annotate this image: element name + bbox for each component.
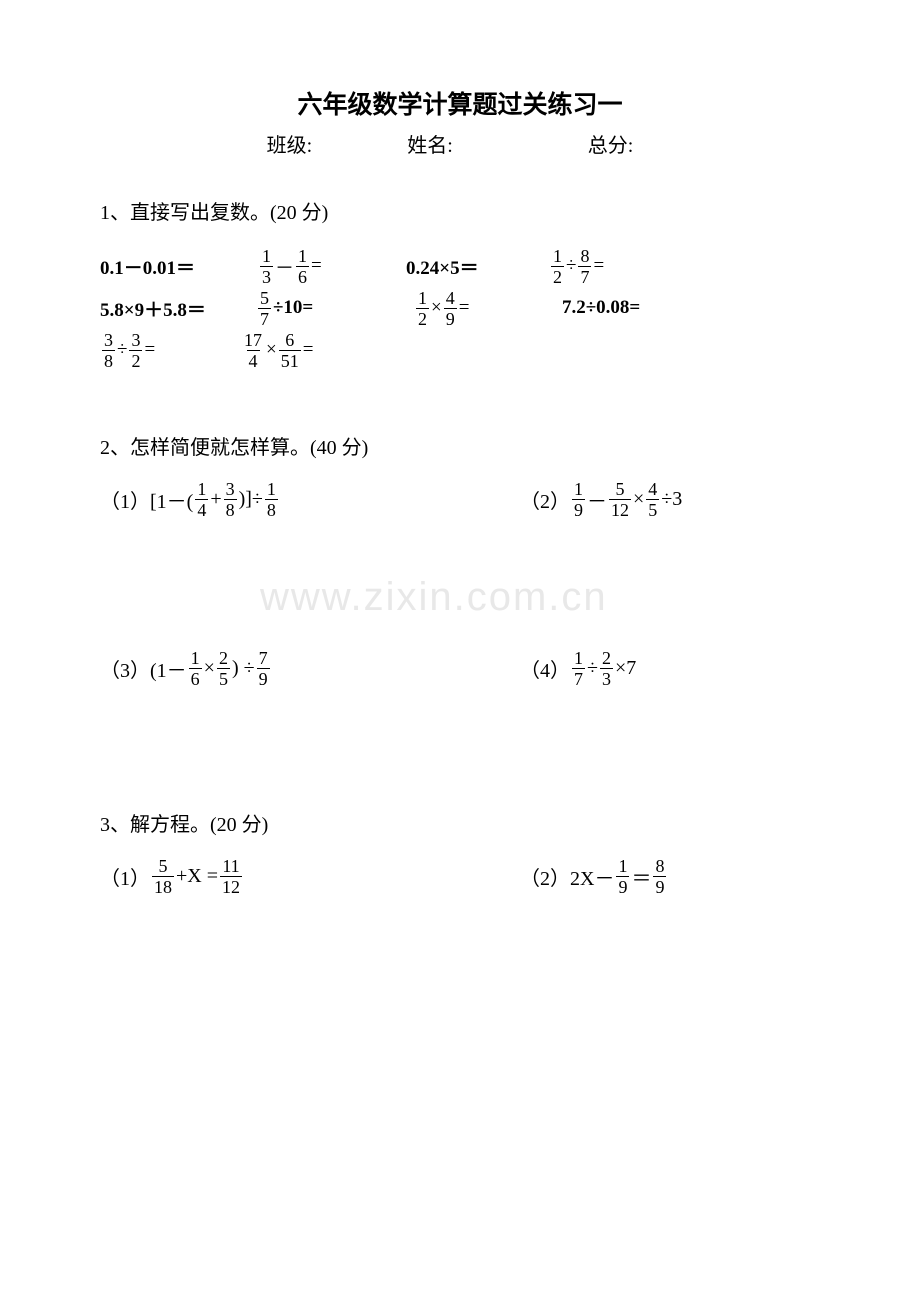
section1-title: 1、直接写出复数。(20 分) xyxy=(100,196,820,225)
name-label: 姓名: xyxy=(407,129,453,158)
section2-problems: （1）[1－( 14 + 38 )]÷ 18 （2） 19 － 512 × 45… xyxy=(100,480,820,688)
problem-1: 0.1－0.01＝ xyxy=(100,245,258,287)
problem-4: 12 ÷ 87 = xyxy=(549,245,689,287)
problem-6: 57 ÷10= xyxy=(256,287,414,329)
problem-10: 174 × 651 = xyxy=(240,329,396,371)
problem-7: 12 × 49 = xyxy=(414,287,562,329)
problem-2: 13 － 16 = xyxy=(258,245,406,287)
problem-5: 5.8×9＋5.8＝ xyxy=(100,287,256,329)
problem-s3-1: （1） 518 +X = 1112 xyxy=(100,857,520,896)
problem-s2-3: （3）(1－ 16 × 25 ) ÷ 79 xyxy=(100,649,520,688)
header-info: 班级: 姓名: 总分: xyxy=(100,129,820,158)
problem-s3-2: （2）2X－ 19 ＝ 89 xyxy=(520,857,668,896)
problem-8: 7.2÷0.08= xyxy=(562,287,705,329)
section2-title: 2、怎样简便就怎样算。(40 分) xyxy=(100,431,820,460)
page-title: 六年级数学计算题过关练习一 xyxy=(100,85,820,121)
problem-3: 0.24×5＝ xyxy=(406,245,549,287)
section3-problems: （1） 518 +X = 1112 （2）2X－ 19 ＝ 89 xyxy=(100,857,820,896)
problem-s2-1: （1）[1－( 14 + 38 )]÷ 18 xyxy=(100,480,520,519)
problem-s2-4: （4） 17 ÷ 23 ×7 xyxy=(520,649,636,688)
score-label: 总分: xyxy=(588,129,634,158)
section3-title: 3、解方程。(20 分) xyxy=(100,808,820,837)
class-label: 班级: xyxy=(267,129,313,158)
problem-s2-2: （2） 19 － 512 × 45 ÷3 xyxy=(520,480,682,519)
section1-problems: 0.1－0.01＝ 13 － 16 = 0.24×5＝ 12 ÷ 87 = 5.… xyxy=(100,245,820,371)
problem-9: 38 ÷ 32 = xyxy=(100,329,240,371)
